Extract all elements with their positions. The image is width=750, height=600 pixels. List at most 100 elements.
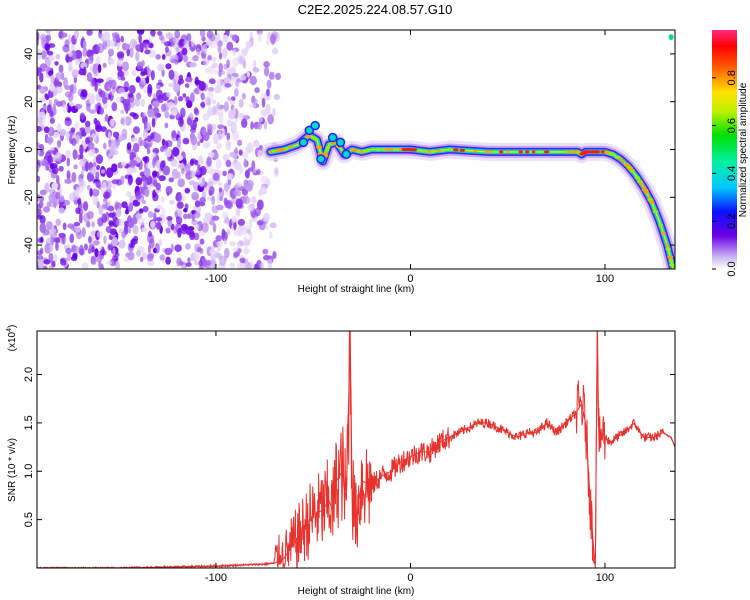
noise-blob (206, 123, 212, 130)
spectrogram-axes: -100 0 100 -40 -20 0 20 40 (23, 30, 675, 285)
noise-blob (112, 149, 119, 156)
noise-blob (39, 88, 46, 93)
ridge-peak (652, 210, 659, 214)
noise-blob (39, 214, 46, 225)
noise-blob (275, 72, 282, 81)
noise-blob (151, 117, 156, 128)
noise-blob (262, 254, 270, 261)
noise-blob (53, 254, 58, 263)
noise-blob (136, 61, 144, 70)
noise-blob (101, 213, 107, 224)
noise-blob (127, 221, 135, 229)
noise-blob (178, 40, 185, 49)
noise-blob (166, 147, 172, 158)
ridge-peak (667, 255, 674, 259)
noise-blob (63, 199, 71, 206)
noise-blob (198, 260, 203, 267)
noise-blob (196, 47, 200, 56)
noise-blob (132, 167, 137, 174)
noise-blob (218, 129, 222, 141)
noise-blob (267, 258, 273, 266)
noise-blob (185, 262, 192, 267)
noise-blob (44, 30, 52, 34)
noise-blob (232, 106, 236, 118)
noise-blob (73, 245, 80, 255)
noise-blob (49, 55, 55, 61)
noise-blob (136, 250, 141, 257)
noise-blob (195, 194, 199, 200)
noise-blob (89, 109, 97, 114)
noise-blob (202, 128, 207, 136)
noise-blob (155, 89, 163, 101)
noise-blob (244, 169, 250, 179)
noise-blob (199, 102, 206, 108)
noise-blob (58, 165, 64, 172)
noise-blob (56, 123, 62, 133)
noise-blob (75, 59, 80, 66)
noise-blob (271, 47, 279, 55)
noise-blob (83, 243, 88, 251)
noise-blob (197, 140, 201, 147)
ridge-peak (665, 247, 671, 251)
noise-blob (47, 126, 55, 137)
noise-blob (206, 156, 212, 167)
noise-blob (70, 44, 75, 51)
noise-blob (120, 109, 125, 115)
noise-blob (88, 235, 92, 244)
noise-blob (246, 71, 250, 78)
noise-blob (249, 31, 253, 38)
noise-blob (89, 95, 95, 105)
noise-blob (221, 228, 226, 239)
noise-blob (206, 97, 212, 107)
noise-blob (69, 55, 73, 62)
noise-blob (55, 241, 59, 251)
ridge-peak (499, 150, 504, 154)
snr-ytick-label: 1.0 (23, 464, 35, 479)
noise-blob (257, 149, 263, 158)
noise-blob (103, 142, 107, 150)
noise-blob (223, 182, 230, 192)
noise-blob (79, 153, 84, 160)
noise-blob (74, 31, 78, 39)
noise-blob (98, 244, 103, 251)
spectrogram-xlabel: Height of straight line (km) (298, 284, 415, 295)
noise-blob (257, 32, 262, 43)
noise-blob (154, 133, 162, 143)
noise-blob (102, 181, 107, 190)
noise-blob (194, 200, 201, 208)
noise-blob (151, 152, 157, 158)
noise-blob (55, 53, 61, 60)
noise-blob (171, 108, 178, 116)
ridge-peak (647, 195, 651, 199)
noise-blob (86, 30, 93, 36)
noise-blob (111, 236, 119, 248)
noise-blob (207, 180, 214, 187)
noise-blob (215, 158, 222, 170)
ridge-peak (518, 150, 523, 154)
noise-blob (112, 131, 120, 138)
noise-blob (58, 64, 64, 73)
noise-blob (199, 238, 205, 245)
noise-blob (48, 252, 54, 263)
noise-blob (73, 221, 81, 227)
noise-blob (124, 116, 132, 126)
noise-blob (190, 92, 195, 103)
noise-blob (269, 222, 277, 229)
noise-blob (143, 85, 148, 94)
noise-blob (261, 175, 268, 184)
noise-blob (178, 163, 185, 169)
noise-blob (84, 161, 89, 172)
noise-blob (95, 171, 100, 180)
spectrogram-ytick-label: -40 (23, 237, 35, 253)
noise-blob (123, 101, 131, 112)
ridge-peak (621, 159, 625, 164)
noise-blob (212, 105, 217, 116)
noise-blob (111, 87, 115, 96)
spectrogram-data (37, 30, 675, 269)
noise-blob (247, 204, 254, 211)
noise-blob (233, 189, 241, 197)
noise-blob (242, 151, 249, 159)
noise-blob (171, 168, 179, 180)
noise-blob (258, 117, 264, 123)
noise-blob (252, 67, 260, 73)
